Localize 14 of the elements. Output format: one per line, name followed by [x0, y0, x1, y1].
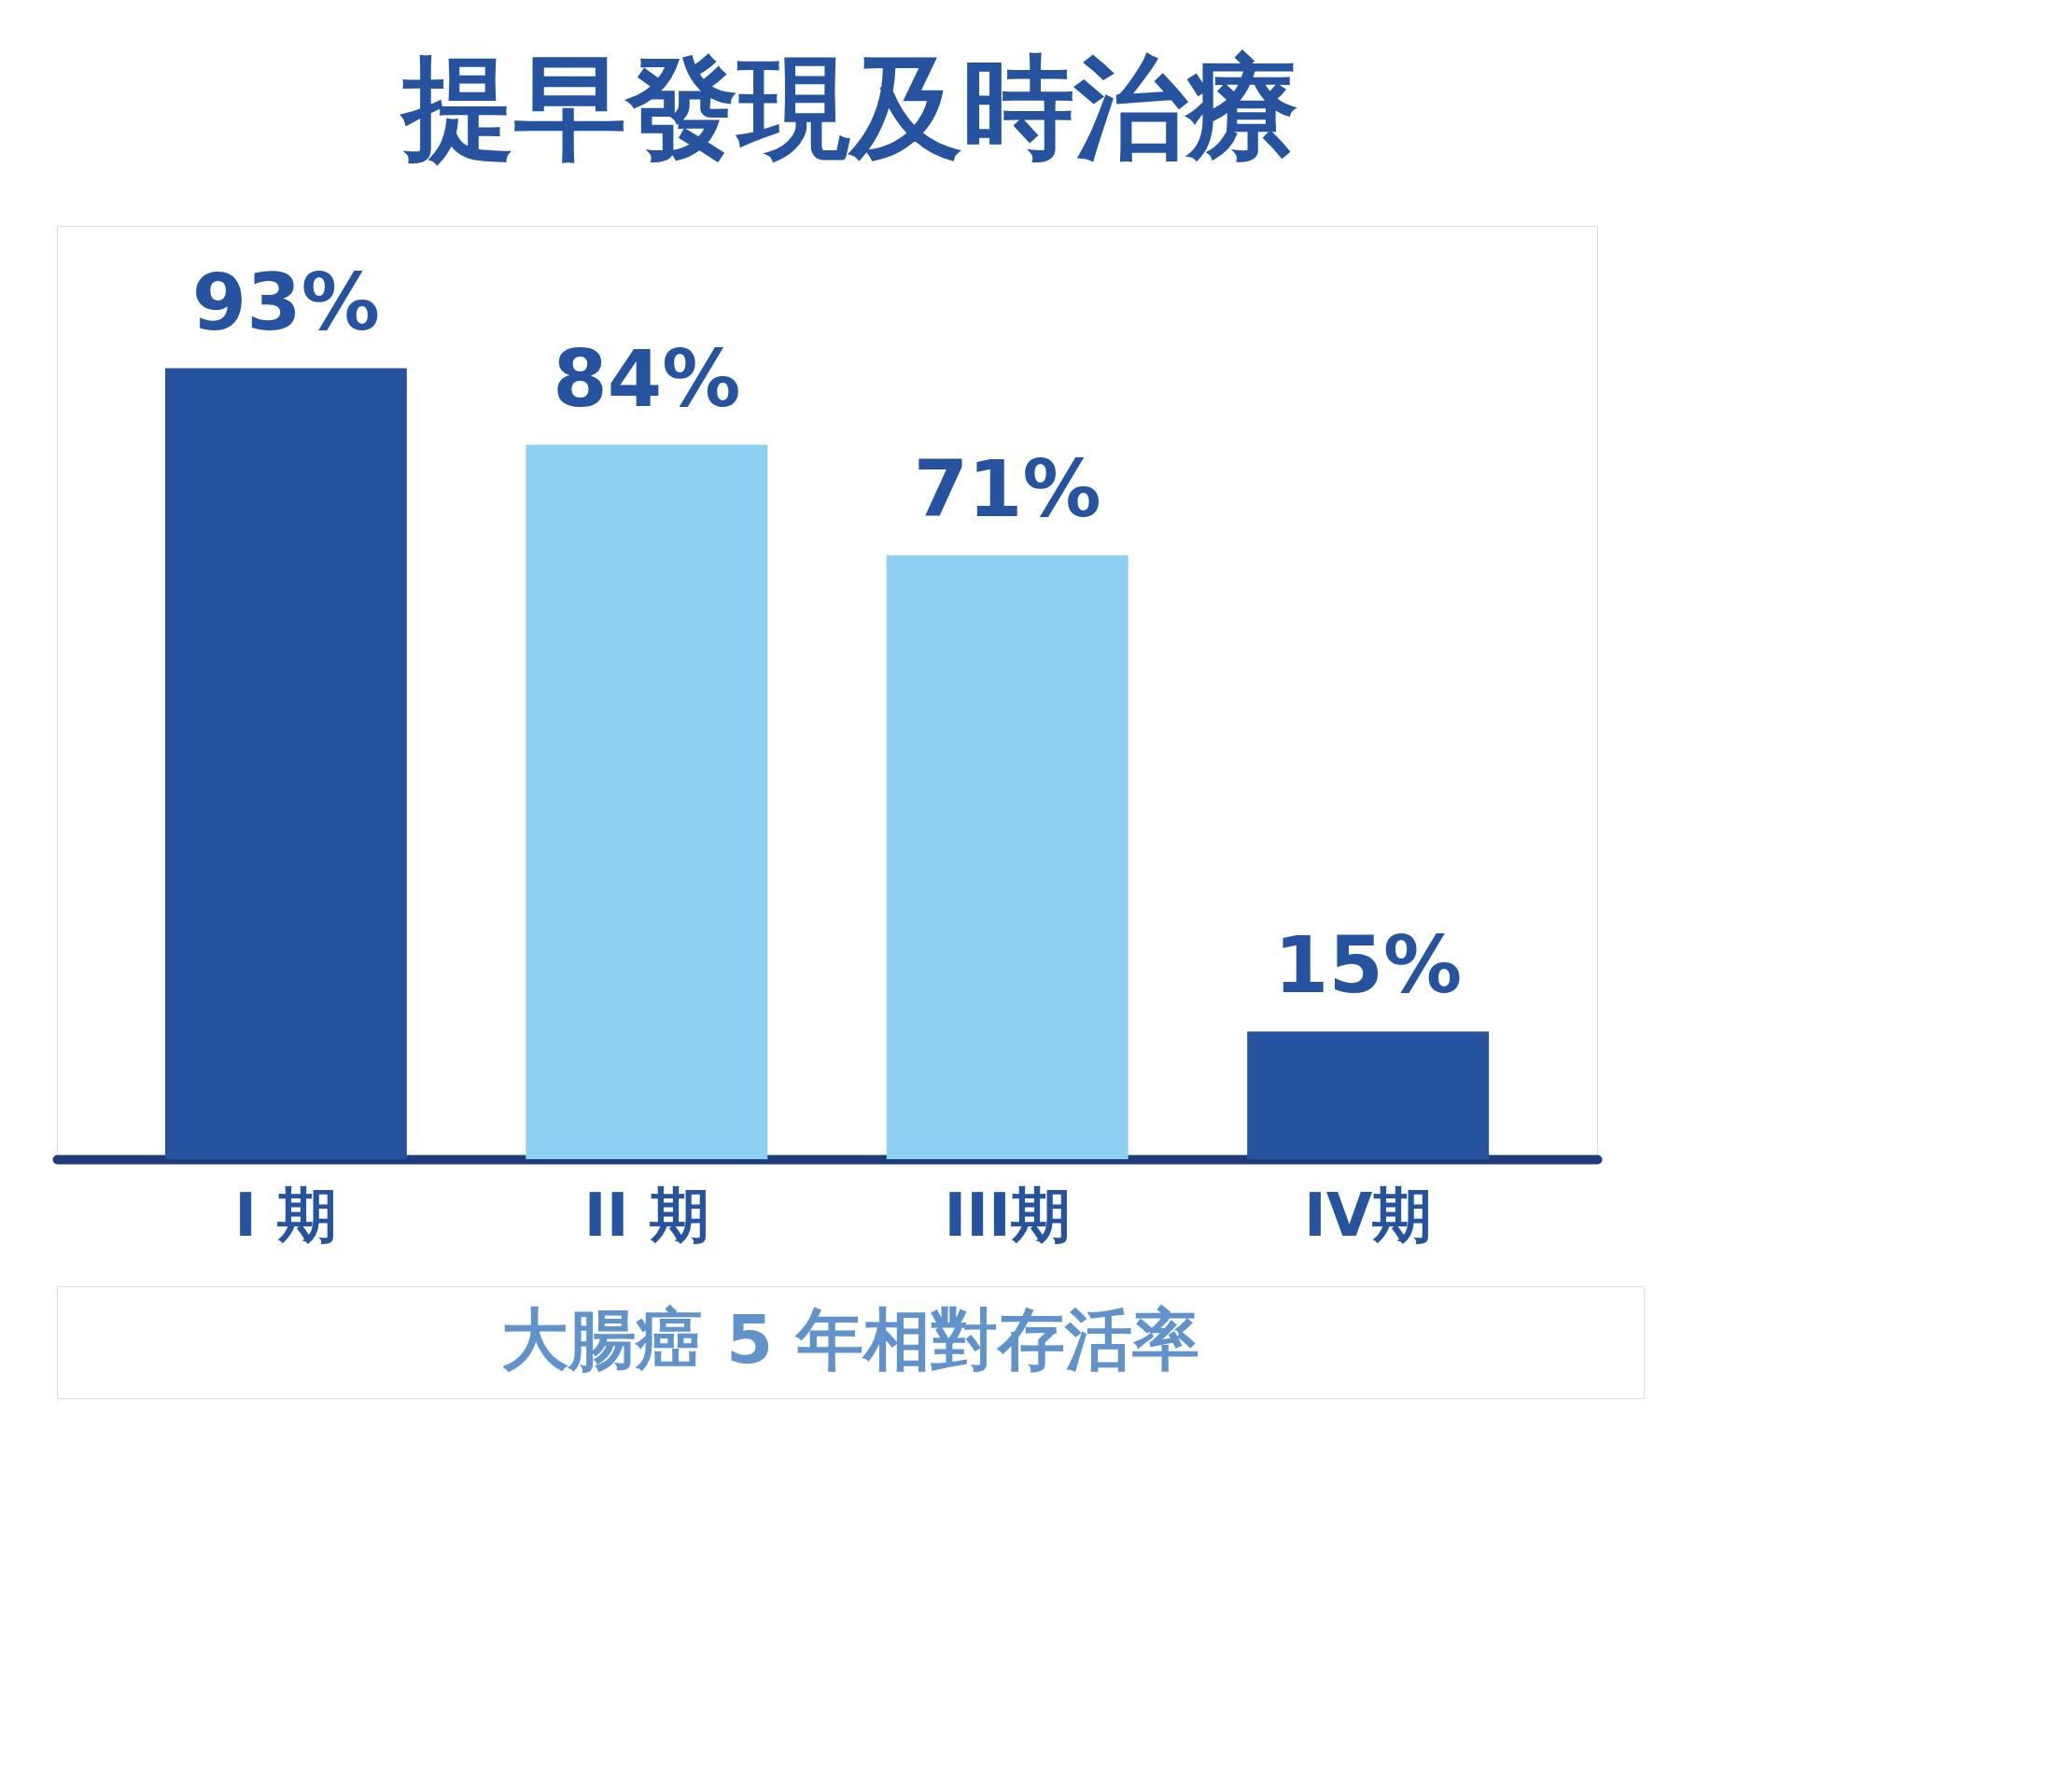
data-label: 93%	[191, 256, 380, 348]
data-label: 71%	[913, 443, 1101, 536]
bar	[1247, 1031, 1490, 1159]
bar	[164, 368, 407, 1159]
data-label: 84%	[553, 332, 741, 425]
bar	[526, 444, 768, 1159]
x-tick-label: IV期	[1303, 1180, 1433, 1250]
x-tick-label: II 期	[583, 1180, 709, 1250]
bar	[886, 555, 1129, 1159]
x-tick-label: III期	[944, 1180, 1071, 1250]
x-tick-label: I 期	[234, 1180, 338, 1250]
chart-title: 提早發現及時治療	[400, 42, 1298, 173]
data-label: 15%	[1274, 919, 1463, 1012]
text: 大腸癌 5 年相對存活率	[500, 1300, 1200, 1379]
